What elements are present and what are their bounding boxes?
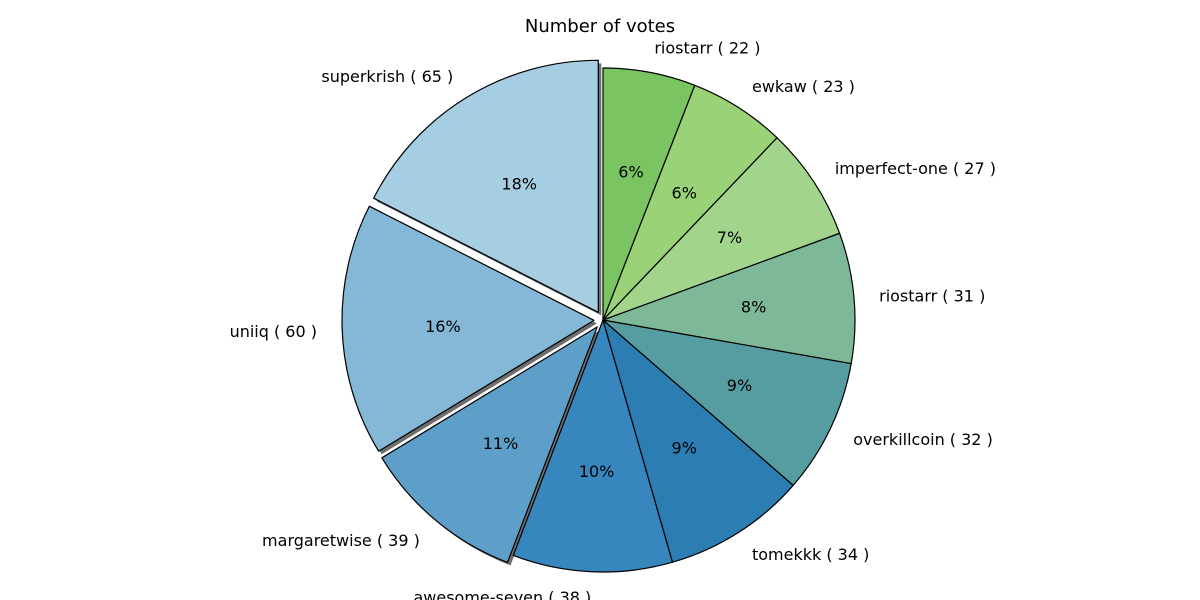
slice-name-label-uniiq-1: uniiq ( 60 ) <box>230 322 317 341</box>
slice-percent-label-ewkaw-8: 6% <box>672 183 697 202</box>
slice-name-label-riostarr-6: riostarr ( 31 ) <box>879 286 985 305</box>
slice-name-label-imperfect-one-7: imperfect-one ( 27 ) <box>835 159 996 178</box>
slice-percent-label-margaretwise-2: 11% <box>483 434 519 453</box>
pie-slice-uniiq-1 <box>341 205 595 452</box>
pie-slice-riostarr-9 <box>602 67 696 321</box>
pie-slice-imperfect-one-7 <box>602 137 841 321</box>
pie-slice-tomekkk-4 <box>602 319 794 563</box>
slice-percent-label-riostarr-6: 8% <box>741 298 766 317</box>
slice-name-label-tomekkk-4: tomekkk ( 34 ) <box>752 545 869 564</box>
slice-percent-label-riostarr-9: 6% <box>618 162 643 181</box>
slice-percent-label-overkillcoin-5: 9% <box>727 376 752 395</box>
slice-name-label-riostarr-9: riostarr ( 22 ) <box>654 39 760 58</box>
pie-slice-margaretwise-2 <box>381 326 598 563</box>
slice-name-label-ewkaw-8: ewkaw ( 23 ) <box>752 77 855 96</box>
pie-slice-awesome-seven-3 <box>512 319 674 573</box>
slice-percent-label-imperfect-one-7: 7% <box>717 228 742 247</box>
slice-percent-label-superkrish-0: 18% <box>501 174 537 193</box>
slice-percent-label-tomekkk-4: 9% <box>672 439 697 458</box>
slice-name-label-margaretwise-2: margaretwise ( 39 ) <box>262 531 420 550</box>
slice-name-label-superkrish-0: superkrish ( 65 ) <box>321 67 453 86</box>
pie-slice-superkrish-0 <box>373 59 599 313</box>
chart-title: Number of votes <box>525 16 675 37</box>
slice-percent-label-awesome-seven-3: 10% <box>579 462 615 481</box>
pie-slice-overkillcoin-5 <box>602 319 852 486</box>
pie-slice-riostarr-6 <box>602 232 856 365</box>
slice-name-label-awesome-seven-3: awesome-seven ( 38 ) <box>413 588 591 600</box>
slice-percent-label-uniiq-1: 16% <box>425 317 461 336</box>
slice-name-label-overkillcoin-5: overkillcoin ( 32 ) <box>853 430 993 449</box>
